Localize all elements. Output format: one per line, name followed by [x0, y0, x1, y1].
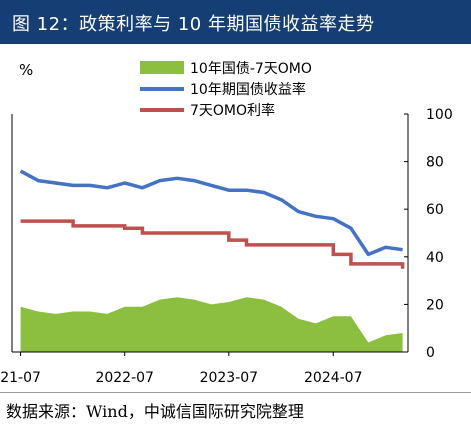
figure-title: 图 12：政策利率与 10 年期国债收益率走势 [12, 14, 375, 35]
legend: 10年国债-7天OMO 10年期国债收益率 7天OMO利率 [140, 61, 312, 119]
x-tick-label: 2024-07 [304, 370, 363, 386]
x-tick-label: 21-07 [0, 370, 41, 386]
yield-line [19, 169, 403, 257]
figure-title-bar: 图 12：政策利率与 10 年期国债收益率走势 [0, 0, 471, 44]
source-note: 数据来源：Wind，中诚信国际研究院整理 [6, 402, 304, 421]
plot-area [19, 169, 405, 352]
y-tick-label: 0 [426, 345, 435, 361]
legend-yield-label: 10年期国债收益率 [190, 81, 306, 98]
legend-spread-label: 10年国债-7天OMO [190, 61, 312, 77]
axes: 0 20 40 60 80 100% 21-07 2022-07 2023-07 2024-07 [0, 61, 453, 386]
y-tick-label: 60 [426, 202, 444, 218]
y-tick-label: 80 [426, 155, 444, 171]
legend-omo-label: 7天OMO利率 [190, 102, 275, 119]
y-unit-label: % [19, 61, 33, 79]
legend-spread-swatch [140, 61, 184, 74]
y-tick-label: 20 [426, 297, 444, 313]
x-tick-label: 2023-07 [200, 370, 259, 386]
spread-area [20, 297, 403, 352]
source-divider [0, 392, 471, 393]
omo-rate-line [20, 219, 405, 269]
x-tick-label: 2022-07 [95, 370, 154, 386]
y-tick-label: 100 [426, 107, 453, 123]
y-tick-label: 40 [426, 250, 444, 266]
